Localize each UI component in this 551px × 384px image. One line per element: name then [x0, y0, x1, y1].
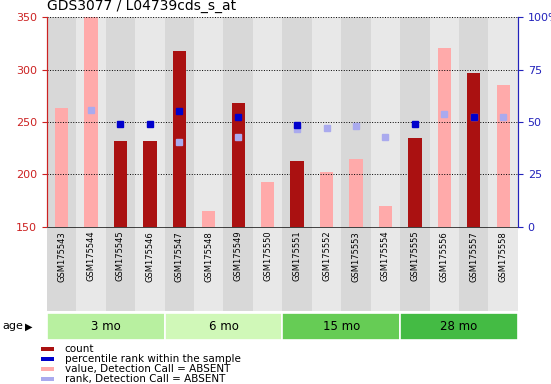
- Text: GSM175548: GSM175548: [204, 231, 213, 281]
- Bar: [341, 227, 371, 311]
- Bar: [135, 227, 165, 311]
- Text: GSM175550: GSM175550: [263, 231, 272, 281]
- Bar: [224, 17, 253, 227]
- Bar: [371, 17, 400, 227]
- Bar: [282, 313, 400, 340]
- Text: age: age: [3, 321, 24, 331]
- Bar: [496, 85, 510, 227]
- Bar: [253, 17, 282, 227]
- Bar: [165, 227, 194, 311]
- Text: GSM175544: GSM175544: [87, 231, 95, 281]
- Bar: [165, 17, 194, 227]
- Bar: [312, 17, 341, 227]
- Text: GSM175547: GSM175547: [175, 231, 184, 281]
- Text: 15 mo: 15 mo: [323, 320, 360, 333]
- Text: GSM175543: GSM175543: [57, 231, 66, 281]
- Text: 6 mo: 6 mo: [209, 320, 239, 333]
- Bar: [47, 17, 76, 227]
- Bar: [114, 141, 127, 227]
- Text: GDS3077 / L04739cds_s_at: GDS3077 / L04739cds_s_at: [47, 0, 236, 13]
- Text: percentile rank within the sample: percentile rank within the sample: [64, 354, 241, 364]
- Text: GSM175549: GSM175549: [234, 231, 243, 281]
- Bar: [430, 17, 459, 227]
- Text: GSM175558: GSM175558: [499, 231, 507, 281]
- Text: 28 mo: 28 mo: [440, 320, 478, 333]
- Text: GSM175552: GSM175552: [322, 231, 331, 281]
- Bar: [400, 227, 430, 311]
- Bar: [290, 161, 304, 227]
- Bar: [41, 377, 54, 381]
- Text: ▶: ▶: [25, 321, 33, 331]
- Bar: [261, 182, 274, 227]
- Bar: [76, 227, 106, 311]
- Bar: [106, 17, 135, 227]
- Bar: [135, 17, 165, 227]
- Bar: [47, 227, 76, 311]
- Bar: [47, 313, 165, 340]
- Bar: [41, 367, 54, 371]
- Bar: [489, 227, 518, 311]
- Text: GSM175545: GSM175545: [116, 231, 125, 281]
- Bar: [253, 227, 282, 311]
- Text: 3 mo: 3 mo: [91, 320, 121, 333]
- Text: GSM175546: GSM175546: [145, 231, 154, 281]
- Text: GSM175555: GSM175555: [410, 231, 419, 281]
- Bar: [106, 227, 135, 311]
- Bar: [489, 17, 518, 227]
- Text: GSM175554: GSM175554: [381, 231, 390, 281]
- Bar: [172, 51, 186, 227]
- Bar: [408, 137, 422, 227]
- Bar: [430, 227, 459, 311]
- Bar: [467, 73, 480, 227]
- Bar: [165, 313, 282, 340]
- Text: GSM175556: GSM175556: [440, 231, 449, 281]
- Bar: [84, 17, 98, 227]
- Text: rank, Detection Call = ABSENT: rank, Detection Call = ABSENT: [64, 374, 225, 384]
- Bar: [194, 227, 224, 311]
- Text: GSM175551: GSM175551: [293, 231, 301, 281]
- Bar: [194, 17, 224, 227]
- Bar: [55, 108, 68, 227]
- Bar: [320, 172, 333, 227]
- Text: count: count: [64, 344, 94, 354]
- Text: GSM175557: GSM175557: [469, 231, 478, 281]
- Bar: [312, 227, 341, 311]
- Bar: [400, 17, 430, 227]
- Bar: [41, 357, 54, 361]
- Text: GSM175553: GSM175553: [352, 231, 360, 281]
- Bar: [231, 103, 245, 227]
- Bar: [459, 227, 489, 311]
- Bar: [224, 227, 253, 311]
- Bar: [202, 211, 215, 227]
- Text: value, Detection Call = ABSENT: value, Detection Call = ABSENT: [64, 364, 230, 374]
- Bar: [379, 206, 392, 227]
- Bar: [282, 17, 312, 227]
- Bar: [349, 159, 363, 227]
- Bar: [371, 227, 400, 311]
- Bar: [437, 48, 451, 227]
- Bar: [143, 141, 156, 227]
- Bar: [400, 313, 518, 340]
- Bar: [459, 17, 489, 227]
- Bar: [76, 17, 106, 227]
- Bar: [41, 347, 54, 351]
- Bar: [341, 17, 371, 227]
- Bar: [282, 227, 312, 311]
